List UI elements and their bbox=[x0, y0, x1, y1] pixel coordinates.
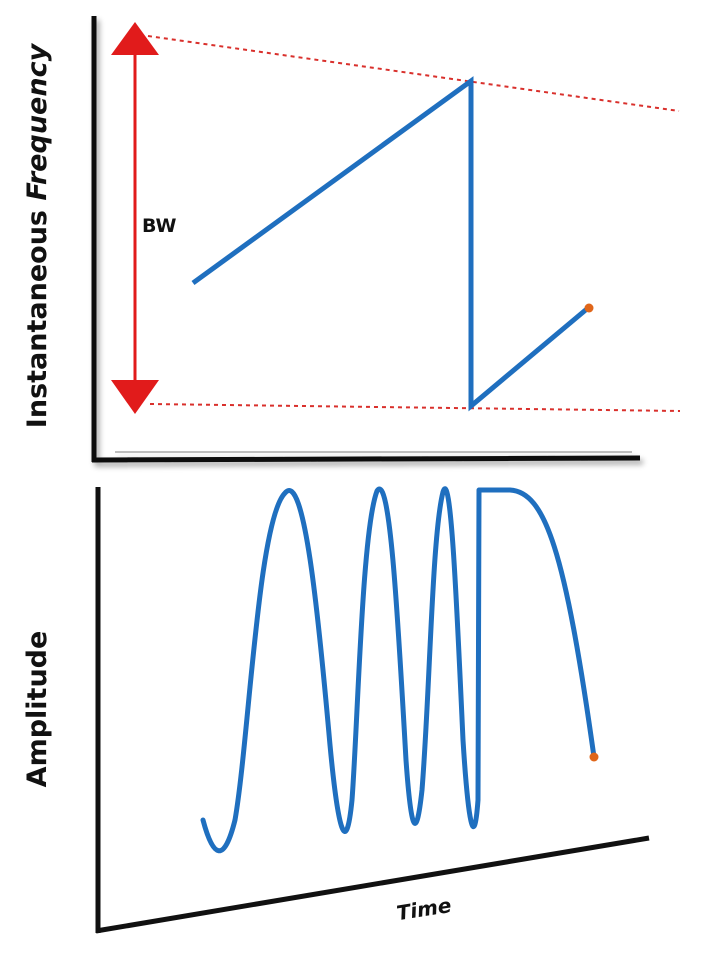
bandwidth-label: BW bbox=[142, 215, 176, 237]
amplitude-panel: Amplitude Time bbox=[22, 486, 650, 934]
lower-frequency-guide-line bbox=[149, 403, 681, 412]
instantaneous-frequency-curve bbox=[191, 76, 590, 412]
frequency-axes bbox=[91, 16, 641, 463]
upper-frequency-guide-line bbox=[147, 35, 680, 112]
bandwidth-arrow bbox=[111, 22, 159, 414]
amplitude-axis-label: Amplitude bbox=[22, 631, 53, 788]
amplitude-x-axis bbox=[95, 835, 650, 934]
frequency-x-axis bbox=[91, 455, 641, 463]
time-axis-label: Time bbox=[395, 893, 453, 925]
bandwidth-arrow-down-head bbox=[111, 380, 159, 414]
frequency-axis-label: Instantaneous Frequency bbox=[22, 42, 53, 428]
amplitude-axes bbox=[95, 487, 650, 934]
bandwidth-arrow-up-head bbox=[111, 22, 159, 55]
waveform-end-marker bbox=[589, 752, 599, 762]
frequency-end-marker bbox=[584, 303, 594, 313]
chirp-waveform bbox=[200, 486, 597, 854]
frequency-panel: BW Instantaneous Frequency bbox=[22, 16, 681, 463]
frequency-axis-label-regular: Instantaneous bbox=[22, 201, 53, 429]
frequency-axis-label-italic: Frequency bbox=[22, 42, 53, 200]
